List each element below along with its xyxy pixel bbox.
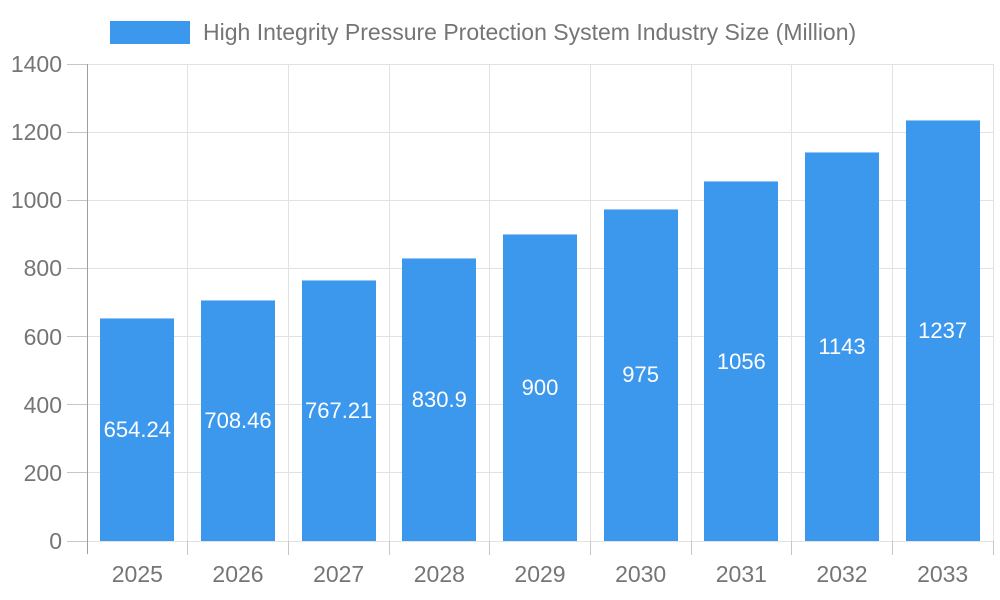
bar-value-label: 654.24 [103,417,171,443]
bar-2031: 1056 [704,181,779,541]
x-gridline [388,64,390,541]
y-axis-line [86,64,88,554]
bar-2025: 654.24 [100,318,175,541]
y-axis-tick [67,336,87,338]
y-gridline [87,199,993,201]
chart-legend-item[interactable]: High Integrity Pressure Protection Syste… [110,20,856,44]
y-axis-label: 1200 [10,119,62,146]
x-gridline [690,64,692,541]
y-axis-label: 1400 [10,51,62,77]
bar-2027: 767.21 [301,279,376,541]
legend-swatch [110,20,190,44]
y-axis-label: 400 [23,391,62,418]
y-axis-label: 200 [23,459,62,486]
y-axis-tick [67,404,87,406]
bar-2033: 1237 [905,119,980,541]
x-axis-tick [589,541,591,555]
x-axis-label: 2032 [816,561,868,587]
x-gridline [891,64,893,541]
y-axis-tick [67,540,87,542]
y-axis-tick [67,267,87,269]
x-axis-tick [791,541,793,555]
y-axis-label: 800 [23,255,62,282]
bar-value-label: 1056 [716,348,766,374]
bar-2028: 830.9 [402,257,477,541]
x-axis-label: 2033 [917,561,969,587]
bar-value-label: 975 [622,362,660,388]
bar-value-label: 830.9 [411,386,467,412]
x-axis-label: 2028 [413,561,465,587]
y-axis-tick [67,472,87,474]
y-axis-label: 1000 [10,187,62,214]
x-axis-label: 2025 [111,561,163,587]
x-axis-tick [287,541,289,555]
x-axis-label: 2031 [715,561,767,587]
y-axis-label: 600 [23,323,62,350]
x-gridline [992,64,994,541]
x-axis-label: 2027 [313,561,365,587]
y-gridline [87,131,993,133]
x-axis-tick [489,541,491,555]
x-axis-label: 2026 [212,561,264,587]
bar-value-label: 900 [521,375,559,401]
bar-2032: 1143 [805,151,879,541]
x-axis-label: 2029 [514,561,566,587]
x-gridline [791,64,793,541]
bar-2026: 708.46 [201,299,275,541]
bar-2029: 900 [503,234,577,541]
x-axis-label: 2030 [615,561,667,587]
bar-value-label: 1143 [818,333,866,359]
x-axis-tick [891,541,893,555]
bar-2030: 975 [603,208,678,541]
bar-value-label: 1237 [918,317,968,343]
y-axis-tick [67,199,87,201]
x-gridline [187,64,189,541]
y-axis-tick [67,63,87,65]
chart-title: High Integrity Pressure Protection Syste… [203,19,857,45]
bar-value-label: 708.46 [204,407,272,433]
y-gridline [87,540,993,542]
x-axis-tick [388,541,390,555]
y-axis-label: 0 [49,528,62,554]
y-gridline [87,63,993,65]
x-gridline [489,64,491,541]
x-axis-tick [187,541,189,555]
y-axis-tick [67,131,87,133]
x-gridline [287,64,289,541]
x-axis-tick [690,541,692,555]
x-axis-tick [992,541,994,555]
bar-value-label: 767.21 [305,397,373,423]
x-gridline [589,64,591,541]
